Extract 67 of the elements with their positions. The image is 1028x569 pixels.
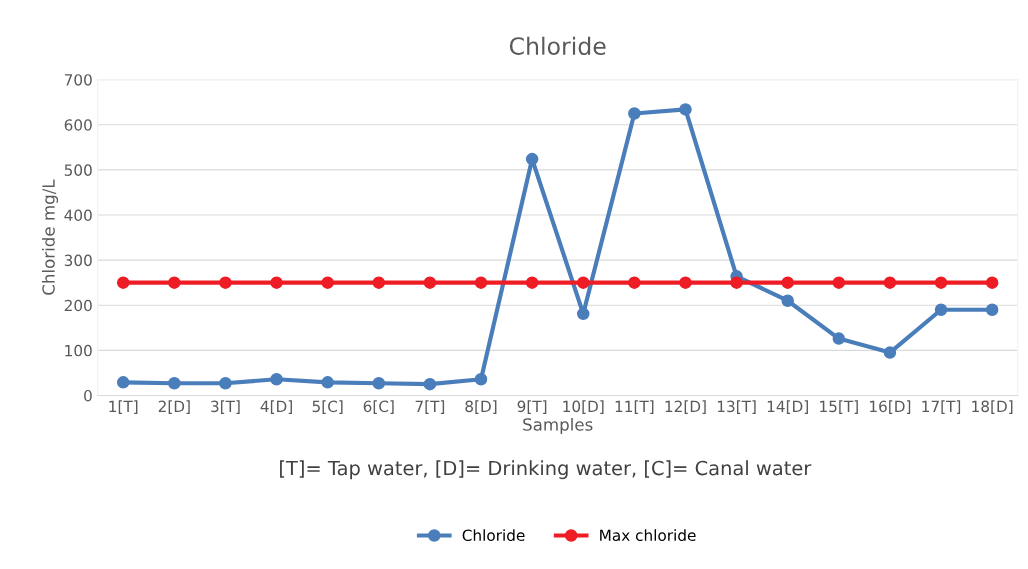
y-tick-label: 0 — [84, 389, 92, 402]
y-tick-label: 400 — [64, 209, 92, 222]
point — [832, 332, 846, 345]
x-tick-label: 14[D] — [767, 400, 808, 414]
x-tick-label: 9[T] — [517, 400, 547, 414]
point — [576, 307, 590, 321]
point — [372, 276, 386, 289]
point — [168, 276, 181, 289]
point — [321, 376, 334, 389]
x-tick-label: 3[T] — [211, 400, 240, 414]
x-tick-label: 8[D] — [465, 400, 497, 414]
point — [474, 372, 488, 386]
legend-label: Max chloride — [600, 529, 696, 542]
y-tick-label: 500 — [64, 164, 92, 176]
point — [423, 377, 437, 391]
y-tick-label: 200 — [64, 299, 92, 312]
x-tick-label: 12[D] — [665, 400, 706, 414]
point — [116, 376, 130, 389]
y-tick-label: 100 — [65, 344, 92, 357]
x-tick-label: 18[D] — [972, 400, 1013, 414]
point — [985, 303, 999, 316]
point — [883, 346, 897, 359]
point — [934, 276, 948, 289]
x-tick-label: 11[T] — [615, 400, 654, 414]
point — [372, 377, 386, 390]
point — [168, 377, 181, 390]
point — [781, 294, 794, 307]
x-tick-label: 5[C] — [312, 400, 343, 414]
legend-label: Chloride — [462, 529, 525, 542]
point — [679, 103, 692, 116]
point — [474, 276, 488, 289]
point — [679, 276, 692, 289]
x-tick-label: 16[D] — [870, 400, 911, 414]
text: [T]= Tap water, [D]= Drinking water, [C]= Canal water — [280, 460, 812, 480]
point — [116, 276, 130, 289]
point — [934, 303, 948, 316]
y-axis-title: Chloride mg/L — [41, 179, 59, 295]
point — [219, 276, 232, 289]
point — [781, 276, 794, 289]
x-tick-label: 6[C] — [363, 400, 394, 414]
y-tick-label: 300 — [64, 254, 92, 267]
y-tick-label: 700 — [64, 74, 92, 86]
point — [423, 276, 437, 289]
point — [628, 276, 641, 289]
y-tick-label: 600 — [64, 119, 92, 131]
point — [576, 276, 590, 289]
x-tick-label: 1[T] — [109, 400, 138, 414]
x-tick-label: 15[T] — [820, 400, 858, 414]
x-tick-label: 2[D] — [158, 400, 190, 414]
point — [270, 276, 283, 289]
x-tick-label: 13[T] — [717, 400, 756, 414]
point — [730, 276, 743, 289]
x-tick-label: 10[D] — [563, 400, 604, 414]
point — [270, 372, 283, 386]
chart-title: Chloride — [509, 36, 606, 55]
point — [883, 276, 897, 289]
x-tick-label: 17[T] — [922, 400, 961, 414]
point — [985, 276, 999, 289]
point — [525, 276, 539, 289]
x-tick-label: 4[D] — [260, 400, 292, 414]
point — [321, 276, 334, 289]
point — [832, 276, 846, 289]
point — [628, 107, 641, 120]
x-axis-title: Samples — [523, 417, 593, 435]
point — [219, 377, 232, 390]
point — [525, 152, 539, 166]
x-tick-label: 7[T] — [415, 400, 445, 414]
